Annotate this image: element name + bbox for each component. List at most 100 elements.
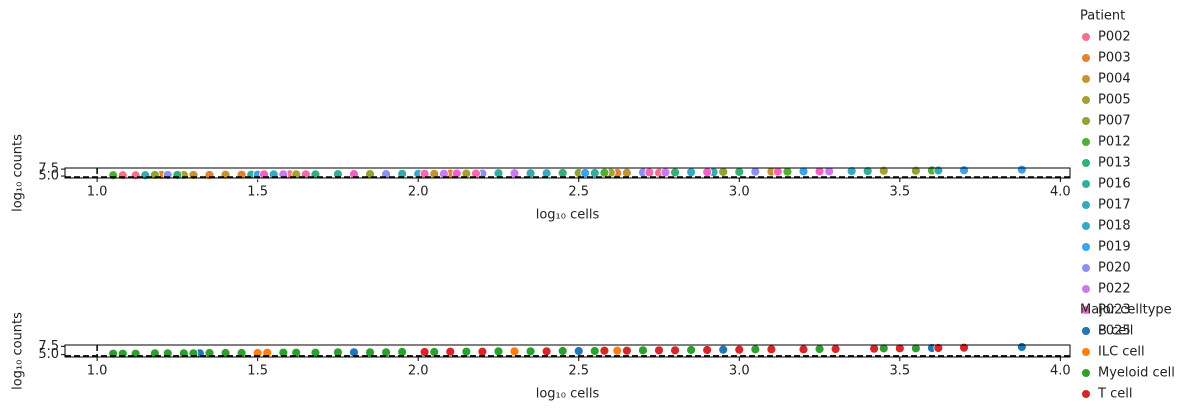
data-point [910,165,921,176]
legend-label: P020 [1098,261,1131,276]
x-tick-label: 1.0 [87,185,108,200]
data-point [622,345,632,356]
legend-marker [1082,117,1090,125]
legend-marker [1082,285,1090,293]
data-point [670,167,680,178]
data-point [814,166,825,177]
x-axis-label: log₁₀ cells [536,387,600,402]
legend-label: P022 [1098,282,1131,297]
legend-label: P003 [1098,51,1131,66]
data-point [686,167,697,178]
data-point [599,345,610,356]
data-point [734,344,745,355]
x-tick-label: 4.0 [1050,185,1071,200]
data-point [477,346,488,357]
data-point [580,168,591,178]
data-point [557,346,568,356]
legend-label: P004 [1098,72,1131,87]
data-point [798,344,809,355]
legend-label: Myeloid cell [1098,366,1175,381]
data-point [830,344,841,354]
data-point [878,165,889,176]
data-point [959,165,969,176]
data-point [798,166,809,177]
data-point [718,166,729,177]
data-point [599,167,610,178]
legend-label: P002 [1098,30,1131,45]
legend-label: P017 [1098,198,1131,213]
legend-label: P012 [1098,135,1131,150]
x-tick-label: 3.5 [889,185,910,200]
legend-marker [1082,201,1090,209]
legend-marker [1082,33,1090,41]
x-tick-label: 2.5 [568,185,589,200]
legend-marker [1082,264,1090,272]
data-point [782,166,793,177]
data-point [718,344,729,355]
data-point [660,167,671,178]
axes-frame [64,167,1071,179]
data-point [589,346,600,356]
x-tick-label: 3.5 [889,364,910,379]
data-point [750,344,761,355]
y-axis-label: log₁₀ counts [11,312,26,390]
data-point [493,346,504,357]
legend-label: P018 [1098,219,1131,234]
y-tick-label: 5.0 [38,169,59,184]
data-point [910,343,921,354]
data-point [573,346,584,356]
legend-label: P023 [1098,303,1131,318]
x-tick-label: 2.5 [568,364,589,379]
legend-marker [1082,390,1090,398]
axes-frame [64,344,1071,358]
y-tick-label: 7.5 [38,339,59,354]
data-point [869,343,880,354]
data-point [638,345,648,356]
data-point [670,345,680,356]
x-tick-label: 3.0 [729,185,750,200]
x-tick-label: 2.0 [408,364,429,379]
legend-marker [1082,54,1090,62]
x-tick-label: 3.0 [729,364,750,379]
legend-label: P007 [1098,114,1131,129]
data-point [622,167,632,178]
data-point [702,167,713,178]
data-point [525,346,536,357]
data-point [461,346,472,357]
data-point [894,343,905,354]
legend-marker [1082,222,1090,230]
legend-marker [1082,327,1090,335]
data-point [686,345,697,355]
legend-label: P005 [1098,93,1131,108]
data-point [933,165,944,176]
data-point [509,346,520,357]
data-point [557,168,568,178]
data-point [445,346,456,357]
data-point [933,343,944,353]
legend-label: P019 [1098,240,1131,255]
legend-marker [1082,306,1090,314]
legend-marker [1082,75,1090,83]
data-point [824,166,835,177]
legend-marker [1082,96,1090,104]
data-point [1016,164,1027,175]
data-point [1016,342,1027,352]
legend-label: B cell [1098,324,1133,339]
x-tick-label: 4.0 [1050,364,1071,379]
data-point [878,343,889,354]
x-tick-label: 1.5 [247,364,268,379]
legend-marker [1082,348,1090,356]
x-tick-label: 1.0 [87,364,108,379]
data-point [589,168,600,178]
y-tick-label: 5.0 [38,347,59,362]
data-point [862,166,873,176]
legend-marker [1082,243,1090,251]
data-point [612,345,623,356]
legend-label: P013 [1098,156,1131,171]
x-tick-label: 2.0 [408,185,429,200]
data-point [766,344,777,355]
x-tick-label: 1.5 [247,185,268,200]
legend-title: Major celltype [1080,303,1172,318]
legend-label: P025 [1098,324,1131,339]
